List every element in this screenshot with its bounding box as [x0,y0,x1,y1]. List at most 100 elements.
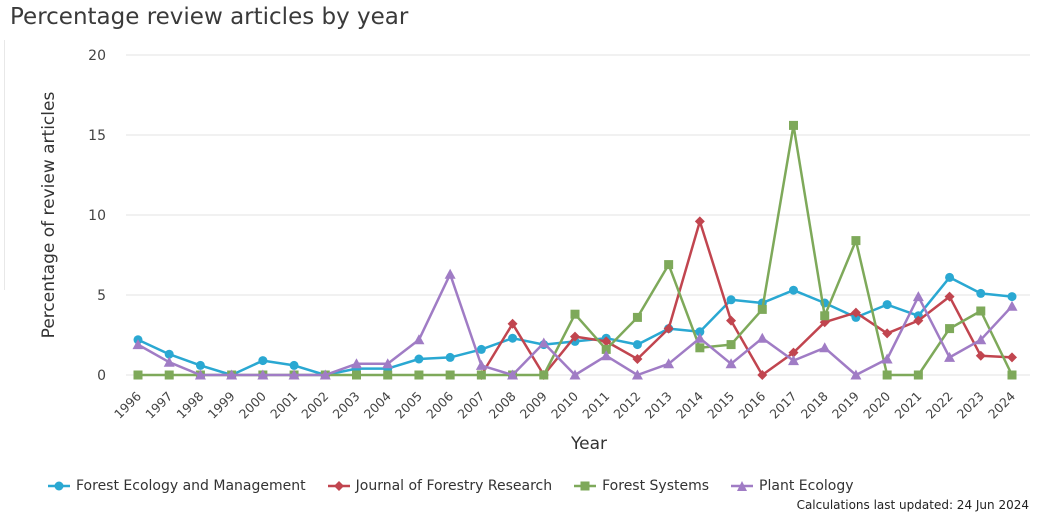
x-tick-label: 2002 [298,389,331,422]
legend-item-forest-systems[interactable]: Forest Systems [574,478,709,494]
data-point [601,344,611,354]
x-tick-label: 2011 [579,389,612,422]
x-tick-label: 2005 [392,389,425,422]
data-point [976,288,986,298]
data-point [694,216,705,227]
data-point [757,304,767,314]
x-tick-label: 2004 [361,388,394,421]
data-point [632,312,642,322]
data-point [725,358,737,369]
legend-marker-diamond-icon [327,481,350,491]
data-point [195,360,205,370]
data-point [539,370,549,380]
data-point [164,349,174,359]
data-point [945,272,955,282]
data-point [695,343,705,353]
series-line [137,272,1013,377]
data-point [289,360,299,370]
data-point [569,369,581,380]
y-tick-label: 15 [88,128,106,144]
x-tick-label: 2006 [423,388,456,421]
x-tick-label: 2013 [642,389,675,422]
data-point [508,333,518,343]
data-point [881,353,893,364]
x-tick-label: 1996 [111,388,144,421]
data-point [288,369,300,380]
y-tick-label: 0 [97,368,106,384]
data-point [695,327,705,337]
y-tick-label: 5 [97,288,106,304]
x-tick-label: 2012 [610,389,643,422]
data-point [445,370,455,380]
data-point [538,337,550,348]
data-point [601,336,612,347]
series-line [137,276,1013,377]
data-point [882,370,892,380]
data-point [882,328,893,339]
data-point [820,311,830,321]
y-tick-label: 20 [88,48,106,64]
data-point [850,369,862,380]
data-point [570,309,580,319]
data-point [664,260,674,270]
data-point [726,295,736,305]
x-tick-label: 2009 [517,388,550,421]
data-point [445,352,455,362]
data-point [444,268,456,279]
legend-label: Journal of Forestry Research [355,478,553,494]
x-tick-label: 1999 [205,388,238,421]
x-axis-title: Year [570,434,607,454]
data-point [757,370,768,380]
x-tick-label: 2001 [267,389,300,422]
data-point [726,315,737,326]
data-point [632,354,643,364]
x-tick-label: 2018 [798,388,831,421]
data-point [194,369,206,380]
legend-marker-square-icon [574,481,597,491]
legend-marker-circle-icon [48,481,70,491]
legend-label: Forest Ecology and Management [76,478,306,494]
data-point [912,291,924,302]
data-point [164,370,174,380]
data-point [975,334,987,345]
x-tick-label: 2023 [954,389,987,422]
x-tick-label: 2014 [673,388,706,421]
data-point [663,323,674,334]
data-point [944,351,956,362]
data-point [414,354,424,364]
data-point [475,359,487,370]
data-point [1007,370,1017,380]
data-point [851,236,861,246]
data-point [975,350,986,361]
data-point [507,369,519,380]
data-point [944,291,955,302]
data-point [133,370,143,380]
data-point [850,307,861,318]
data-point [913,370,923,380]
data-point [351,358,362,369]
legend-item-forest-ecology[interactable]: Forest Ecology and Management [48,478,306,494]
data-point [600,350,612,361]
data-point [756,332,768,343]
data-point [414,370,424,380]
data-point [319,369,331,380]
data-point [788,347,799,358]
data-point [1007,292,1017,302]
data-point [913,315,924,326]
data-point [1007,352,1017,363]
x-tick-label: 2000 [236,388,269,421]
left-edge-line [4,40,5,290]
data-point [663,358,675,369]
data-point [258,356,268,366]
data-point [1006,300,1018,311]
data-point [507,318,518,329]
legend-item-journal-forestry[interactable]: Journal of Forestry Research [327,478,553,494]
x-tick-label: 2003 [330,389,363,422]
legend-item-plant-ecology[interactable]: Plant Ecology [731,478,854,494]
data-point [819,342,831,353]
x-tick-label: 2008 [486,388,519,421]
last-updated-note: Calculations last updated: 24 Jun 2024 [796,498,1029,512]
data-point [226,369,238,380]
data-point [726,340,736,350]
